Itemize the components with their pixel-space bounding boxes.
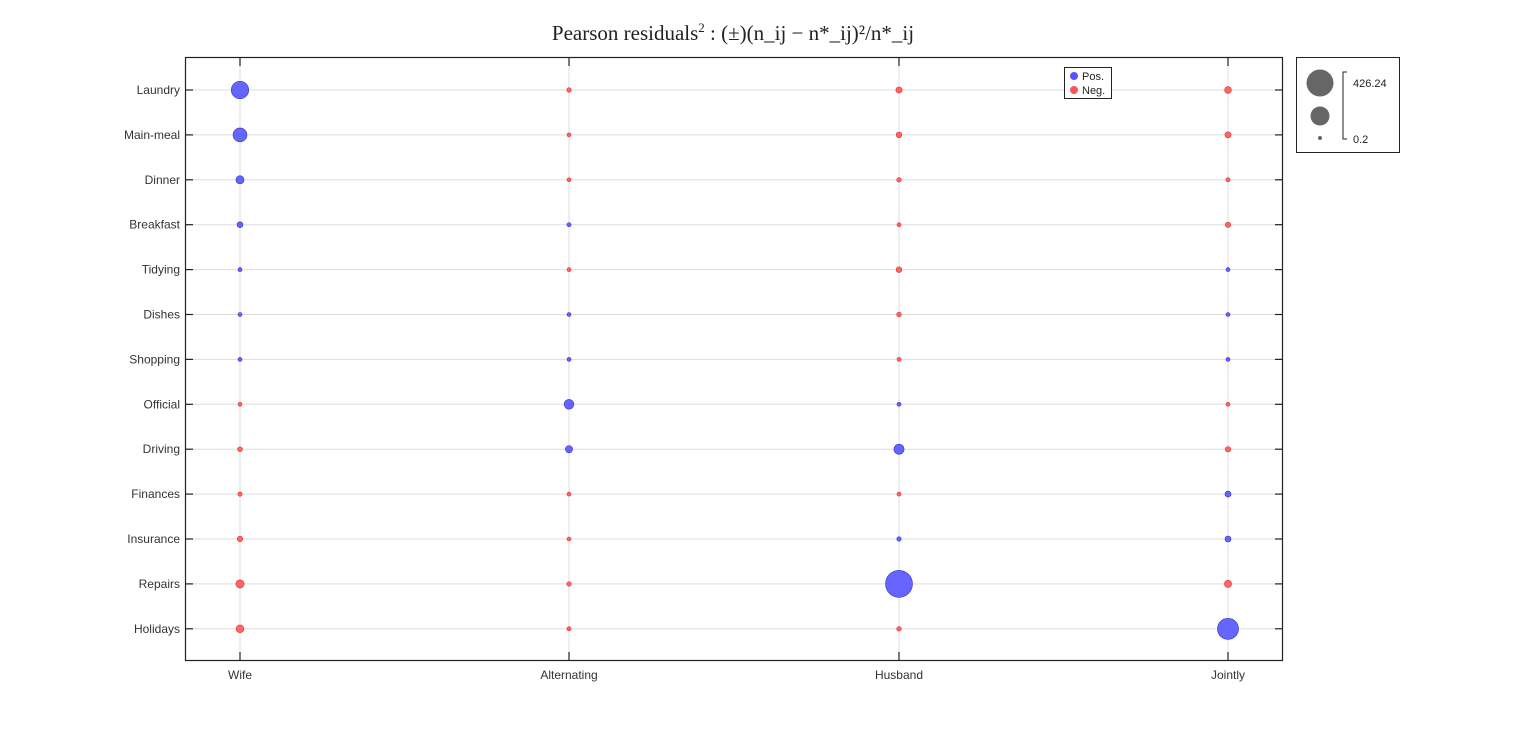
balloon-point (237, 401, 243, 407)
balloon-point (896, 311, 902, 318)
balloon-point (230, 80, 250, 100)
chart-title: Pearson residuals2 : (±)(n_ij − n*_ij)²/… (551, 20, 915, 45)
x-tick-label: Husband (875, 668, 923, 682)
balloon-point (896, 536, 902, 542)
y-tick-label: Shopping (129, 352, 180, 366)
y-tick-label: Laundry (137, 83, 180, 97)
balloon-point (895, 266, 903, 273)
balloon-point (566, 312, 572, 317)
y-tick-label: Repairs (139, 577, 180, 591)
size-legend: 426.24 0.2 (1296, 57, 1400, 153)
balloon-point (1224, 535, 1232, 543)
balloon-point (895, 131, 903, 139)
balloon-point (236, 535, 244, 543)
balloon-point (566, 267, 572, 272)
balloon-point (1225, 312, 1231, 317)
balloon-point (566, 87, 572, 93)
balloon-point (1224, 490, 1232, 498)
balloon-point (896, 401, 902, 407)
y-tick-label: Main-meal (124, 128, 180, 142)
balloon-point (566, 357, 572, 362)
balloon-point (566, 222, 572, 228)
balloon-point (1225, 221, 1231, 228)
balloon-point (237, 357, 243, 362)
x-tick-label: Wife (228, 668, 252, 682)
legend-label: Neg. (1082, 85, 1105, 97)
color-legend: Pos. Neg. (1064, 67, 1112, 99)
y-tick-label: Official (144, 397, 180, 411)
y-tick-label: Driving (143, 442, 180, 456)
balloon-point (566, 491, 572, 497)
balloon-point (1224, 580, 1232, 588)
balloon-point (895, 86, 903, 94)
balloon-point (1225, 401, 1231, 407)
y-tick-label: Breakfast (129, 218, 180, 232)
x-tick-label: Jointly (1211, 668, 1245, 682)
size-legend-min: 0.2 (1353, 134, 1368, 146)
balloon-point (896, 222, 902, 227)
balloon-point (237, 446, 243, 452)
balloon-point (563, 399, 575, 410)
balloon-point (1225, 446, 1231, 453)
balloon-point (566, 132, 572, 138)
balloon-point (1217, 617, 1239, 640)
balloon-point (1224, 131, 1232, 139)
balloon-point (237, 491, 243, 497)
balloon-point (896, 357, 902, 362)
balloon-point (566, 626, 572, 632)
balloon-point (1225, 177, 1231, 183)
balloon-point (1224, 86, 1232, 94)
balloon-point (1225, 357, 1231, 362)
balloon-point (896, 177, 902, 183)
balloon-point (237, 312, 243, 317)
balloon-point (235, 624, 245, 634)
balloon-point (566, 177, 572, 183)
balloon-point (566, 581, 572, 587)
y-tick-label: Insurance (127, 532, 180, 546)
balloon-point (896, 626, 902, 632)
y-tick-label: Holidays (134, 622, 180, 636)
balloon-point (235, 579, 245, 589)
y-tick-label: Dinner (145, 173, 180, 187)
legend-label: Pos. (1082, 71, 1104, 83)
y-tick-label: Dishes (143, 308, 180, 322)
balloon-point (1225, 267, 1231, 272)
balloon-point (235, 175, 245, 185)
balloon-point (236, 221, 244, 228)
balloon-point (565, 445, 573, 454)
balloon-point (896, 491, 902, 497)
balloon-point (232, 127, 248, 143)
y-tick-label: Tidying (142, 263, 180, 277)
balloon-point (237, 267, 243, 272)
balloon-point (885, 570, 913, 598)
balloon-point (566, 536, 572, 542)
y-tick-label: Finances (131, 487, 180, 501)
x-tick-label: Alternating (540, 668, 597, 682)
size-legend-max: 426.24 (1353, 78, 1387, 90)
balloon-point (893, 443, 905, 455)
